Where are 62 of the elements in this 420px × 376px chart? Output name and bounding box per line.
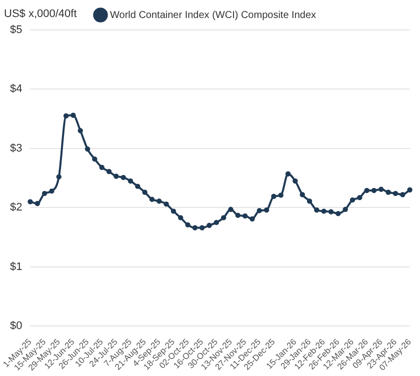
point (300, 192, 305, 198)
point (206, 222, 212, 228)
point (42, 190, 48, 196)
point (92, 156, 98, 162)
point (156, 198, 162, 204)
point (164, 201, 169, 207)
legend-label: World Container Index (WCI) Composite Index (110, 10, 316, 21)
point (306, 198, 312, 204)
point (200, 225, 205, 230)
point (386, 190, 391, 195)
point (407, 187, 412, 192)
point (84, 146, 90, 152)
point (149, 196, 155, 202)
point (120, 174, 126, 180)
y-tick-label: $2 (10, 202, 22, 214)
point (378, 186, 384, 192)
point (371, 188, 377, 194)
point (292, 178, 298, 184)
point (128, 178, 134, 184)
point (170, 208, 176, 214)
point (142, 190, 148, 195)
point (178, 215, 184, 220)
y-tick-label: $4 (10, 83, 22, 96)
point (285, 171, 291, 176)
point (114, 174, 119, 179)
point (392, 190, 398, 196)
point (400, 192, 406, 198)
point (214, 220, 220, 226)
point (192, 225, 198, 230)
point (271, 194, 276, 199)
point (242, 213, 248, 219)
point (220, 215, 226, 220)
point (228, 206, 234, 212)
point (235, 212, 241, 218)
point (70, 112, 76, 118)
y-axis-title: US$ x,000/40ft (4, 8, 77, 20)
point (56, 174, 62, 180)
point (342, 206, 348, 212)
point (328, 209, 334, 214)
y-tick-label: $5 (10, 24, 22, 36)
point (350, 197, 356, 203)
point (28, 199, 33, 204)
point (63, 113, 69, 118)
point (321, 208, 326, 214)
point (106, 168, 112, 174)
point (357, 194, 362, 200)
y-tick-label: $0 (10, 320, 22, 332)
point (336, 210, 341, 216)
point (278, 192, 284, 198)
point (34, 200, 40, 206)
point (256, 208, 262, 214)
point (364, 188, 370, 194)
y-tick-label: $3 (10, 142, 22, 154)
y-tick-label: $1 (10, 260, 22, 273)
point (185, 222, 190, 228)
point (250, 216, 255, 222)
point (135, 184, 140, 189)
point (78, 128, 83, 134)
point (49, 188, 54, 194)
point (314, 207, 320, 213)
point (99, 164, 104, 170)
point (264, 207, 270, 213)
